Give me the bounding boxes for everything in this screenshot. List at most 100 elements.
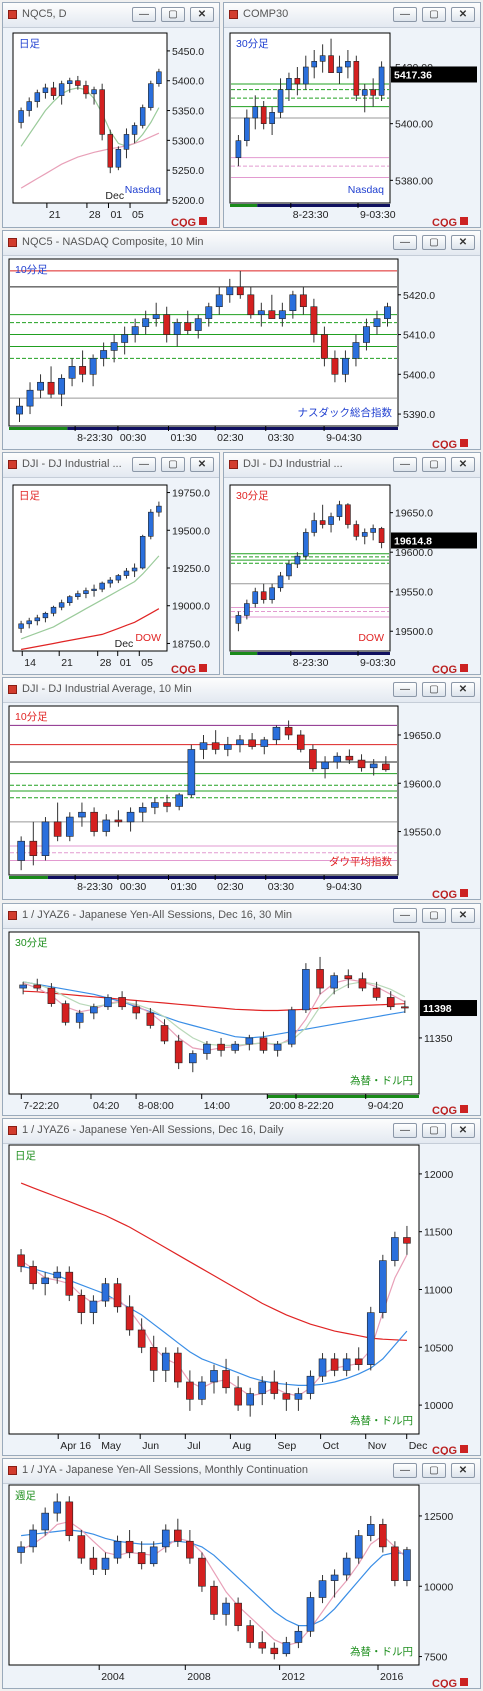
candle-down — [358, 978, 367, 989]
candle — [226, 278, 234, 303]
session-band — [230, 204, 258, 207]
candle-down — [47, 381, 55, 395]
candle — [341, 350, 349, 383]
x-tick-label: 9-04:30 — [326, 881, 362, 893]
minimize-button[interactable]: — — [393, 1463, 417, 1478]
moving-average-line — [20, 87, 160, 147]
candle-up — [370, 528, 376, 533]
candle-down — [234, 1387, 242, 1406]
candle — [277, 571, 284, 592]
candle-up — [187, 749, 196, 796]
close-button[interactable]: ✕ — [451, 7, 475, 22]
y-tick-label: 5420.0 — [403, 290, 435, 302]
candle — [125, 1295, 134, 1336]
candle — [277, 78, 284, 118]
minimize-button[interactable]: — — [393, 457, 417, 472]
candle — [139, 104, 146, 129]
candle — [328, 38, 334, 73]
candle-up — [29, 1529, 37, 1548]
close-button[interactable]: ✕ — [451, 457, 475, 472]
candle — [83, 80, 89, 99]
close-button[interactable]: ✕ — [451, 1123, 475, 1138]
candle-down — [113, 1283, 122, 1308]
cqg-logo: CQG — [432, 439, 457, 450]
candle-up — [246, 1393, 254, 1406]
x-tick-label: Dec — [409, 1440, 428, 1452]
candle-up — [110, 342, 118, 351]
candle — [187, 744, 196, 798]
candle-down — [107, 134, 113, 168]
candle-up — [294, 1630, 303, 1643]
restore-button[interactable]: ▢ — [161, 457, 185, 472]
candle — [67, 77, 73, 93]
close-button[interactable]: ✕ — [451, 235, 475, 250]
candle — [107, 577, 113, 588]
candle — [75, 1009, 84, 1029]
candle-down — [90, 811, 98, 832]
candle — [115, 574, 122, 584]
candle-up — [41, 821, 50, 856]
candle-up — [83, 590, 89, 594]
x-tick-label: 7-22:20 — [23, 1100, 59, 1112]
candle-up — [148, 511, 154, 537]
minimize-button[interactable]: — — [132, 7, 156, 22]
candle-up — [67, 80, 73, 85]
candle — [391, 1231, 399, 1267]
cqg-logo: CQG — [171, 664, 196, 675]
x-tick-label: Jul — [187, 1440, 200, 1452]
minimize-button[interactable]: — — [393, 1123, 417, 1138]
cqg-logo-mark — [460, 217, 468, 225]
cqg-logo-mark — [460, 1445, 468, 1453]
candle — [259, 1031, 268, 1054]
candle — [318, 1575, 327, 1604]
restore-button[interactable]: ▢ — [422, 457, 446, 472]
candle — [286, 72, 292, 101]
candle-up — [126, 811, 135, 823]
restore-button[interactable]: ▢ — [422, 7, 446, 22]
candle-down — [401, 1006, 409, 1009]
candle-up — [345, 61, 351, 68]
timeframe-label: 日足 — [19, 490, 40, 502]
candle-down — [236, 286, 244, 296]
session-band — [67, 427, 398, 430]
close-button[interactable]: ✕ — [190, 7, 214, 22]
candle-up — [252, 106, 259, 119]
close-button[interactable]: ✕ — [451, 908, 475, 923]
close-button[interactable]: ✕ — [190, 457, 214, 472]
candle-down — [353, 61, 360, 96]
minimize-button[interactable]: — — [393, 682, 417, 697]
x-tick-label: 9-03:30 — [360, 657, 396, 669]
candle — [306, 1591, 315, 1637]
candle — [336, 500, 343, 521]
candle-down — [328, 55, 334, 73]
candle-down — [137, 1552, 146, 1565]
candle — [53, 1493, 62, 1522]
restore-button[interactable]: ▢ — [422, 1463, 446, 1478]
minimize-button[interactable]: — — [132, 457, 156, 472]
candle — [118, 991, 126, 1010]
candle — [342, 1353, 351, 1377]
restore-button[interactable]: ▢ — [422, 908, 446, 923]
candle-down — [310, 306, 318, 335]
y-tick-label: 19600.0 — [395, 547, 433, 559]
candle — [18, 107, 24, 129]
minimize-button[interactable]: — — [393, 908, 417, 923]
restore-button[interactable]: ▢ — [422, 682, 446, 697]
candle-up — [198, 1381, 206, 1400]
restore-button[interactable]: ▢ — [422, 235, 446, 250]
chart-svg: 11350 11398 7-22:20 04:20 8-08:00 14:00 20:00 8… — [8, 931, 477, 1115]
close-button[interactable]: ✕ — [451, 682, 475, 697]
candle-down — [246, 1625, 254, 1643]
x-tick-label: 2008 — [187, 1671, 211, 1683]
candle-up — [101, 1557, 110, 1570]
candle-down — [268, 310, 276, 319]
restore-button[interactable]: ▢ — [161, 7, 185, 22]
minimize-button[interactable]: — — [393, 235, 417, 250]
x-tick-label: 05 — [132, 209, 144, 221]
minimize-button[interactable]: — — [393, 7, 417, 22]
candle — [123, 568, 130, 579]
last-value-label: 11398 — [423, 1003, 452, 1015]
candle-down — [137, 1329, 146, 1348]
restore-button[interactable]: ▢ — [422, 1123, 446, 1138]
close-button[interactable]: ✕ — [451, 1463, 475, 1478]
